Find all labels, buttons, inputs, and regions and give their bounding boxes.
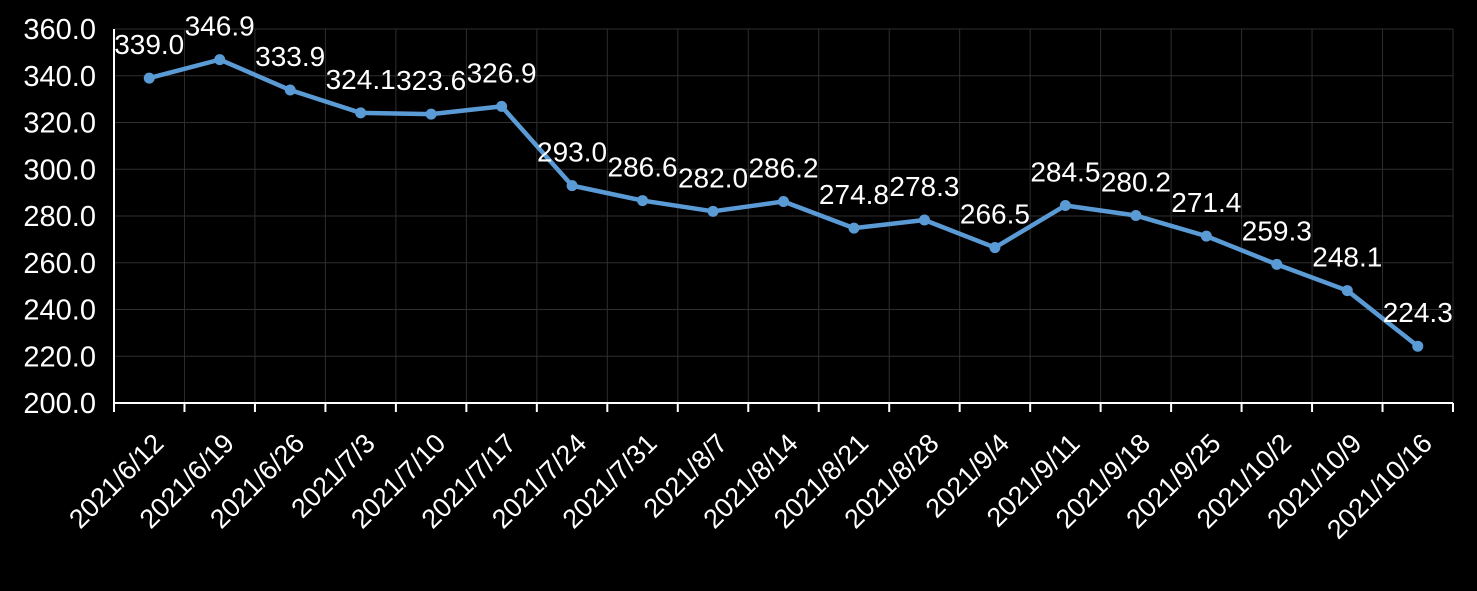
data-label: 278.3: [889, 171, 959, 202]
data-point-marker: [918, 214, 930, 226]
data-point-marker: [848, 222, 860, 234]
data-label: 339.0: [114, 29, 184, 60]
data-label: 266.5: [960, 199, 1030, 230]
data-point-marker: [284, 84, 296, 96]
data-label: 333.9: [255, 41, 325, 72]
data-point-marker: [1341, 285, 1353, 297]
data-point-marker: [566, 180, 578, 192]
x-axis-ticks: [113, 403, 1454, 412]
data-label: 286.2: [748, 153, 818, 184]
data-label: 224.3: [1383, 297, 1453, 328]
data-point-marker: [355, 107, 367, 119]
y-tick-label: 200.0: [23, 388, 96, 420]
horizontal-gridlines: [114, 28, 1453, 357]
data-point-marker: [778, 196, 789, 208]
x-axis-labels: 2021/6/122021/6/192021/6/262021/7/32021/…: [63, 428, 1438, 545]
data-label: 346.9: [185, 11, 255, 42]
data-point-marker: [143, 72, 155, 84]
data-label: 286.6: [608, 152, 678, 183]
y-tick-label: 280.0: [23, 201, 96, 233]
y-tick-label: 240.0: [23, 295, 96, 327]
data-point-marker: [1130, 210, 1142, 222]
data-point-marker: [637, 195, 649, 207]
data-label: 248.1: [1312, 242, 1382, 273]
data-label: 280.2: [1101, 167, 1171, 198]
data-point-marker: [425, 108, 437, 120]
y-tick-label: 260.0: [23, 248, 96, 280]
y-tick-label: 220.0: [23, 341, 96, 373]
data-point-marker: [1200, 230, 1212, 242]
data-point-marker: [707, 205, 719, 217]
data-point-marker: [496, 100, 508, 112]
y-axis-labels: 200.0 220.0 240.0 260.0 280.0 300.0 320.0 340.0…: [23, 14, 96, 420]
data-point-marker: [1059, 199, 1071, 211]
data-point-marker: [1271, 258, 1283, 270]
data-label: 284.5: [1030, 156, 1100, 187]
data-point-marker: [214, 54, 226, 66]
data-point-markers: [143, 54, 1424, 352]
data-point-marker: [1412, 340, 1424, 352]
data-label: 282.0: [678, 162, 748, 193]
data-label: 323.6: [396, 65, 466, 96]
data-label: 274.8: [819, 179, 889, 210]
y-tick-label: 360.0: [23, 14, 96, 46]
data-label: 259.3: [1242, 215, 1312, 246]
y-tick-label: 320.0: [23, 108, 96, 140]
data-label: 293.0: [537, 137, 607, 168]
data-label: 324.1: [326, 64, 396, 95]
y-tick-label: 340.0: [23, 61, 96, 93]
data-label: 326.9: [467, 57, 537, 88]
data-label: 271.4: [1171, 187, 1241, 218]
data-point-marker: [989, 242, 1001, 254]
y-tick-label: 300.0: [23, 154, 96, 186]
